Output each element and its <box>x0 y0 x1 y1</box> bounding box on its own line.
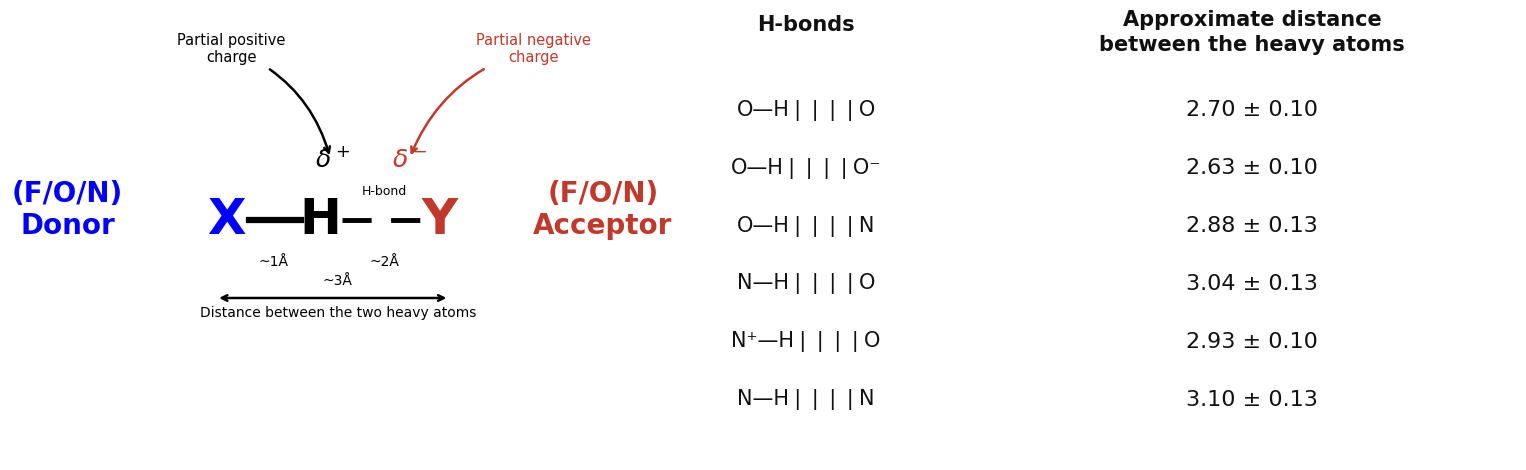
Text: ~2Å: ~2Å <box>369 255 400 269</box>
Text: $\delta^+$: $\delta^+$ <box>314 147 349 172</box>
Text: H: H <box>299 196 342 244</box>
Text: N⁺—H❘❘❘❘O: N⁺—H❘❘❘❘O <box>731 331 881 352</box>
Text: 2.70 ± 0.10: 2.70 ± 0.10 <box>1186 100 1318 120</box>
Text: O—H❘❘❘❘O: O—H❘❘❘❘O <box>737 100 876 120</box>
Text: 2.93 ± 0.10: 2.93 ± 0.10 <box>1186 332 1318 352</box>
Text: (F/O/N)
Donor: (F/O/N) Donor <box>12 180 124 240</box>
Text: 2.63 ± 0.10: 2.63 ± 0.10 <box>1186 158 1318 178</box>
Text: O—H❘❘❘❘N: O—H❘❘❘❘N <box>737 216 876 236</box>
Text: ~1Å: ~1Å <box>258 255 288 269</box>
Text: 3.04 ± 0.13: 3.04 ± 0.13 <box>1186 274 1318 294</box>
Text: Distance between the two heavy atoms: Distance between the two heavy atoms <box>200 306 476 320</box>
Text: H-bonds: H-bonds <box>757 15 855 35</box>
Text: (F/O/N)
Acceptor: (F/O/N) Acceptor <box>533 180 673 240</box>
Text: Approximate distance
between the heavy atoms: Approximate distance between the heavy a… <box>1099 10 1405 55</box>
Text: N—H❘❘❘❘N: N—H❘❘❘❘N <box>737 390 874 410</box>
Text: Partial negative
charge: Partial negative charge <box>412 32 591 153</box>
Text: ~3Å: ~3Å <box>324 274 353 288</box>
Text: $\delta^-$: $\delta^-$ <box>392 148 427 172</box>
Text: Partial positive
charge: Partial positive charge <box>177 32 330 153</box>
Text: 3.10 ± 0.13: 3.10 ± 0.13 <box>1186 390 1318 410</box>
Text: Y: Y <box>421 196 458 244</box>
Text: X: X <box>208 196 246 244</box>
Text: 2.88 ± 0.13: 2.88 ± 0.13 <box>1187 216 1318 236</box>
Text: O—H❘❘❘❘O⁻: O—H❘❘❘❘O⁻ <box>731 157 882 179</box>
Text: N—H❘❘❘❘O: N—H❘❘❘❘O <box>737 274 876 295</box>
Text: H-bond: H-bond <box>362 185 407 198</box>
